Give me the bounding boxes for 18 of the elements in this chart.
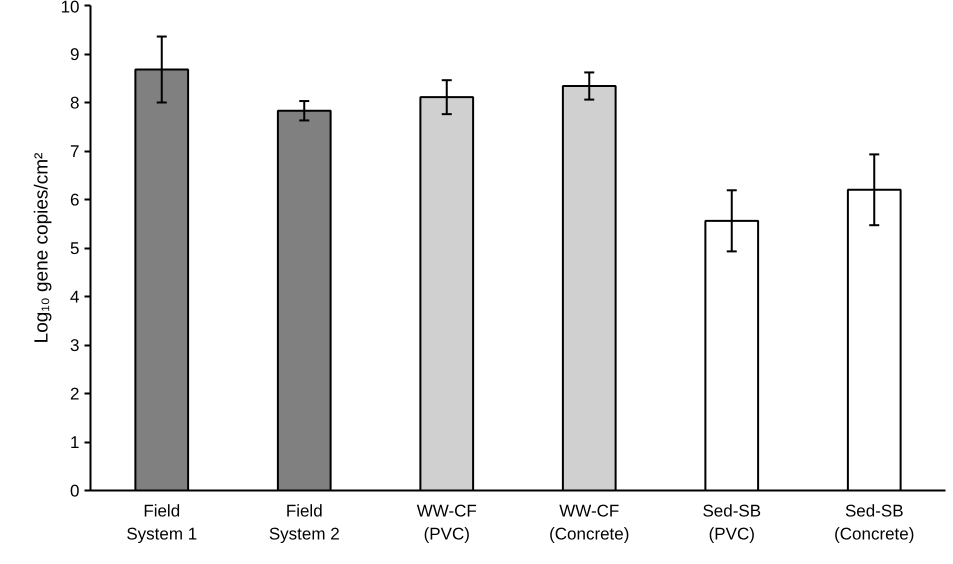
y-tick-label: 1 [70, 433, 80, 452]
x-tick-label: Field System 2 [268, 502, 340, 544]
y-tick-label: 2 [70, 384, 80, 404]
y-tick-label: 10 [60, 0, 80, 16]
x-tick-label: Field System 1 [126, 502, 198, 544]
y-tick-label: 8 [70, 94, 80, 112]
y-axis-title: Log₁₀ gene copies/cm² [32, 152, 53, 344]
y-tick-label: 9 [70, 45, 80, 64]
y-tick-label: 6 [70, 190, 80, 210]
x-tick-label: Sed-SB (Concrete) [834, 502, 914, 544]
y-tick-label: 0 [70, 482, 80, 500]
y-tick-label: 3 [70, 336, 80, 355]
x-tick-label: WW-CF (Concrete) [549, 502, 630, 544]
x-tick-label: Sed-SB (PVC) [702, 502, 762, 544]
y-tick-label: 5 [70, 239, 80, 258]
x-tick-label: WW-CF (PVC) [416, 502, 477, 544]
y-tick-label: 7 [70, 142, 80, 161]
y-tick-label: 4 [70, 288, 80, 306]
